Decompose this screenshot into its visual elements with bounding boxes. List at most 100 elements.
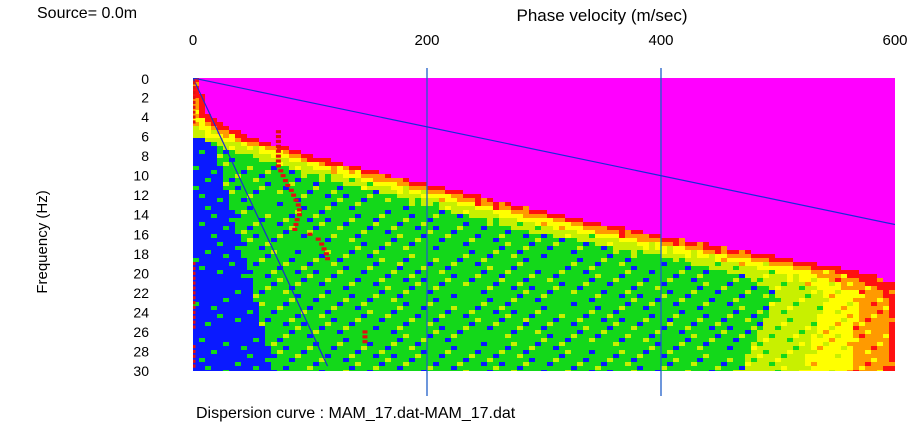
heatmap-cell <box>589 98 596 103</box>
heatmap-cell <box>775 122 782 127</box>
heatmap-cell <box>661 170 668 175</box>
heatmap-cell <box>391 98 398 103</box>
heatmap-cell <box>493 222 500 227</box>
heatmap-cell <box>355 194 362 199</box>
heatmap-cell <box>649 102 656 107</box>
heatmap-cell <box>451 142 458 147</box>
heatmap-cell <box>535 78 542 83</box>
heatmap-cell <box>655 218 662 223</box>
heatmap-cell <box>841 86 848 91</box>
heatmap-cell <box>823 98 830 103</box>
heatmap-cell <box>709 130 716 135</box>
heatmap-cell <box>595 118 602 123</box>
heatmap-cell <box>661 234 668 239</box>
heatmap-cell <box>823 174 830 179</box>
heatmap-cell <box>667 242 674 247</box>
heatmap-cell <box>397 206 404 211</box>
heatmap-cell <box>295 186 302 191</box>
heatmap-cell <box>853 170 860 175</box>
heatmap-cell <box>865 94 872 99</box>
heatmap-cell <box>655 90 662 95</box>
heatmap-cell <box>733 218 740 223</box>
heatmap-cell <box>799 162 806 167</box>
heatmap-cell <box>607 182 614 187</box>
heatmap-cell <box>697 106 704 111</box>
heatmap-cell <box>757 222 764 227</box>
heatmap-cell <box>811 106 818 111</box>
heatmap-cell <box>283 94 290 99</box>
heatmap-cell <box>469 78 476 83</box>
heatmap-cell <box>709 134 716 139</box>
heatmap-cell <box>631 134 638 139</box>
heatmap-cell <box>541 122 548 127</box>
heatmap-cell <box>217 182 224 187</box>
heatmap-cell <box>271 154 278 159</box>
heatmap-cell <box>301 162 308 167</box>
heatmap-cell <box>349 150 356 155</box>
heatmap-cell <box>829 94 836 99</box>
heatmap-cell <box>427 230 434 235</box>
heatmap-cell <box>475 230 482 235</box>
heatmap-cell <box>451 234 458 239</box>
heatmap-cell <box>871 118 878 123</box>
heatmap-cell <box>571 150 578 155</box>
heatmap-cell <box>415 146 422 151</box>
heatmap-cell <box>511 106 518 111</box>
heatmap-cell <box>799 170 806 175</box>
heatmap-cell <box>553 146 560 151</box>
heatmap-cell <box>277 234 284 239</box>
heatmap-cell <box>421 86 428 91</box>
heatmap-cell <box>613 182 620 187</box>
heatmap-cell <box>781 218 788 223</box>
heatmap-cell <box>607 118 614 123</box>
heatmap-cell <box>523 146 530 151</box>
heatmap-cell <box>475 218 482 223</box>
heatmap-cell <box>337 134 344 139</box>
heatmap-cell <box>619 230 626 235</box>
heatmap-cell <box>205 94 212 99</box>
heatmap-cell <box>787 206 794 211</box>
heatmap-cell <box>535 142 542 147</box>
heatmap-cell <box>775 94 782 99</box>
heatmap-cell <box>307 150 314 155</box>
heatmap-cell <box>403 174 410 179</box>
heatmap-cell <box>619 114 626 119</box>
heatmap-cell <box>775 214 782 219</box>
heatmap-cell <box>211 182 218 187</box>
heatmap-cell <box>727 146 734 151</box>
heatmap-cell <box>445 138 452 143</box>
heatmap-cell <box>325 134 332 139</box>
heatmap-cell <box>229 190 236 195</box>
heatmap-cell <box>523 210 530 215</box>
heatmap-cell <box>529 130 536 135</box>
heatmap-cell <box>757 174 764 179</box>
heatmap-cell <box>571 234 578 239</box>
heatmap-cell <box>673 214 680 219</box>
heatmap-cell <box>613 158 620 163</box>
heatmap-cell <box>487 78 494 83</box>
heatmap-cell <box>643 134 650 139</box>
heatmap-cell <box>271 110 278 115</box>
heatmap-cell <box>307 174 314 179</box>
heatmap-cell <box>415 106 422 111</box>
heatmap-cell <box>817 130 824 135</box>
heatmap-cell <box>715 86 722 91</box>
heatmap-cell <box>277 186 284 191</box>
heatmap-cell <box>433 182 440 187</box>
heatmap-cell <box>685 194 692 199</box>
heatmap-cell <box>247 242 254 247</box>
heatmap-cell <box>835 126 842 131</box>
heatmap-cell <box>517 182 524 187</box>
heatmap-cell <box>469 214 476 219</box>
heatmap-cell <box>571 206 578 211</box>
heatmap-cell <box>787 162 794 167</box>
heatmap-cell <box>247 78 254 83</box>
heatmap-cell <box>673 222 680 227</box>
heatmap-cell <box>379 146 386 151</box>
heatmap-cell <box>799 106 806 111</box>
heatmap-cell <box>811 194 818 199</box>
heatmap-cell <box>727 214 734 219</box>
heatmap-cell <box>589 210 596 215</box>
heatmap-cell <box>583 110 590 115</box>
heatmap-cell <box>307 162 314 167</box>
